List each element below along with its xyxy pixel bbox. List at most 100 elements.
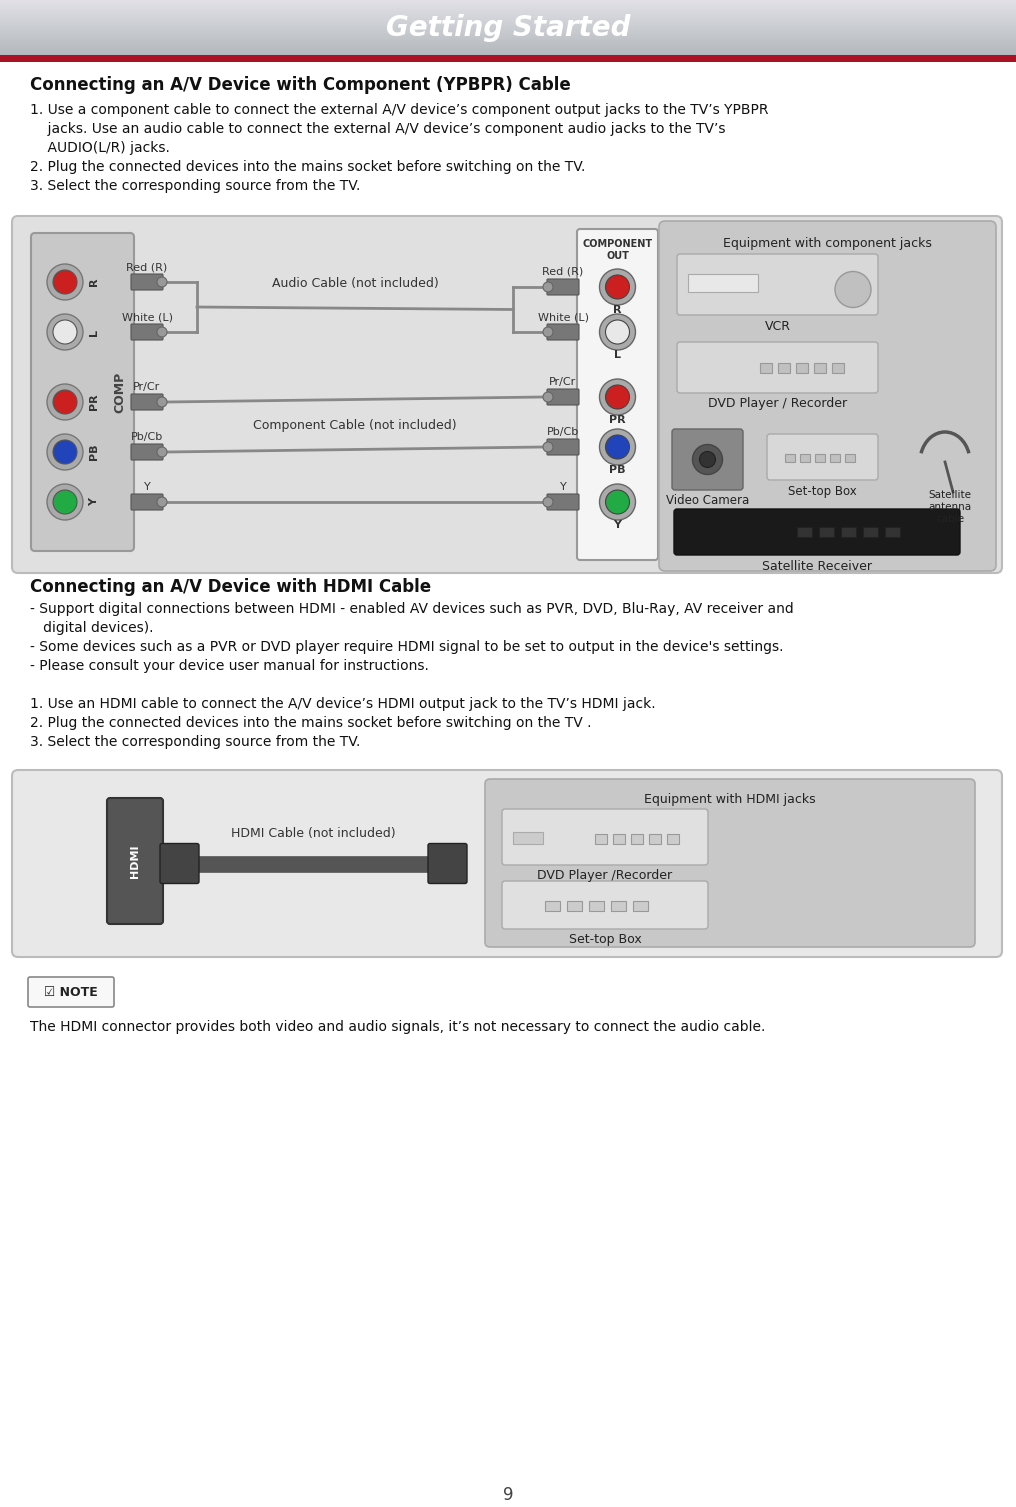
Circle shape [157,448,167,457]
Bar [832,363,844,374]
Text: Y: Y [143,482,150,491]
Circle shape [606,274,630,298]
Text: PR: PR [89,393,99,410]
Circle shape [53,319,77,344]
Text: PB: PB [610,466,626,475]
Bar [819,527,834,536]
Text: Pb/Cb: Pb/Cb [131,433,164,442]
Text: 3. Select the corresponding source from the TV.: 3. Select the corresponding source from … [30,735,361,749]
Bar [567,901,582,912]
Bar [845,454,855,463]
Circle shape [606,490,630,514]
Text: digital devices).: digital devices). [30,621,153,634]
Circle shape [53,390,77,414]
Circle shape [606,384,630,408]
FancyBboxPatch shape [547,494,579,509]
FancyBboxPatch shape [547,389,579,405]
FancyBboxPatch shape [577,229,658,561]
Bar [785,454,795,463]
Text: Equipment with HDMI jacks: Equipment with HDMI jacks [644,794,816,806]
Text: - Support digital connections between HDMI - enabled AV devices such as PVR, DVD: - Support digital connections between HD… [30,601,793,616]
Circle shape [543,442,553,452]
Text: Connecting an A/V Device with Component (YPBPR) Cable: Connecting an A/V Device with Component … [30,75,571,93]
Text: Satellite Receiver: Satellite Receiver [762,559,872,573]
Text: Component Cable (not included): Component Cable (not included) [253,419,457,433]
Bar [688,274,758,292]
FancyBboxPatch shape [659,222,996,571]
Circle shape [47,484,83,520]
Text: Pr/Cr: Pr/Cr [550,377,577,387]
Bar [0,54,1016,62]
FancyBboxPatch shape [107,799,163,924]
Bar [666,833,679,844]
Text: PR: PR [610,414,626,425]
Bar [513,832,543,844]
Text: HDMI: HDMI [130,844,140,877]
Bar [545,901,560,912]
Text: Y: Y [560,482,566,491]
Text: Red (R): Red (R) [543,267,583,277]
Text: jacks. Use an audio cable to connect the external A/V device’s component audio j: jacks. Use an audio cable to connect the… [30,122,725,136]
FancyBboxPatch shape [131,274,163,289]
Text: PB: PB [89,443,99,460]
Text: 9: 9 [503,1486,513,1504]
Text: 1. Use an HDMI cable to connect the A/V device’s HDMI output jack to the TV’s HD: 1. Use an HDMI cable to connect the A/V … [30,698,655,711]
Text: VCR: VCR [764,319,790,333]
FancyBboxPatch shape [428,844,467,883]
Text: 2. Plug the connected devices into the mains socket before switching on the TV.: 2. Plug the connected devices into the m… [30,160,585,173]
FancyBboxPatch shape [677,342,878,393]
Circle shape [157,277,167,286]
Circle shape [47,384,83,420]
FancyBboxPatch shape [677,255,878,315]
Bar [649,833,661,844]
FancyBboxPatch shape [31,234,134,552]
Bar [633,901,648,912]
Text: COMP: COMP [114,371,127,413]
Bar [778,363,790,374]
Text: Connecting an A/V Device with HDMI Cable: Connecting an A/V Device with HDMI Cable [30,579,431,595]
Circle shape [53,490,77,514]
FancyBboxPatch shape [547,324,579,341]
FancyBboxPatch shape [160,844,199,883]
Circle shape [157,327,167,338]
Circle shape [599,378,635,414]
FancyBboxPatch shape [502,882,708,928]
Text: Pr/Cr: Pr/Cr [133,381,161,392]
Bar [797,527,812,536]
Bar [760,363,772,374]
FancyBboxPatch shape [547,279,579,295]
Text: DVD Player /Recorder: DVD Player /Recorder [537,870,673,883]
Circle shape [47,434,83,470]
Circle shape [599,484,635,520]
Text: 3. Select the corresponding source from the TV.: 3. Select the corresponding source from … [30,179,361,193]
Circle shape [835,271,871,307]
Text: 2. Plug the connected devices into the mains socket before switching on the TV .: 2. Plug the connected devices into the m… [30,716,591,729]
FancyBboxPatch shape [131,324,163,341]
Bar [863,527,878,536]
Circle shape [53,270,77,294]
Circle shape [157,497,167,506]
FancyBboxPatch shape [547,439,579,455]
FancyBboxPatch shape [28,977,114,1007]
Circle shape [699,452,715,467]
Text: Pb/Cb: Pb/Cb [547,426,579,437]
Text: Equipment with component jacks: Equipment with component jacks [723,237,932,250]
Circle shape [543,392,553,402]
Bar [611,901,626,912]
Bar [830,454,840,463]
Bar [595,833,607,844]
Bar [814,363,826,374]
FancyBboxPatch shape [485,779,975,946]
FancyBboxPatch shape [12,216,1002,573]
Circle shape [47,313,83,350]
FancyBboxPatch shape [767,434,878,481]
Text: 1. Use a component cable to connect the external A/V device’s component output j: 1. Use a component cable to connect the … [30,102,768,118]
Text: L: L [89,329,99,336]
FancyBboxPatch shape [131,393,163,410]
Text: L: L [614,350,621,360]
FancyBboxPatch shape [131,494,163,509]
Circle shape [543,497,553,506]
Circle shape [47,264,83,300]
Text: R: R [614,304,622,315]
Circle shape [606,319,630,344]
